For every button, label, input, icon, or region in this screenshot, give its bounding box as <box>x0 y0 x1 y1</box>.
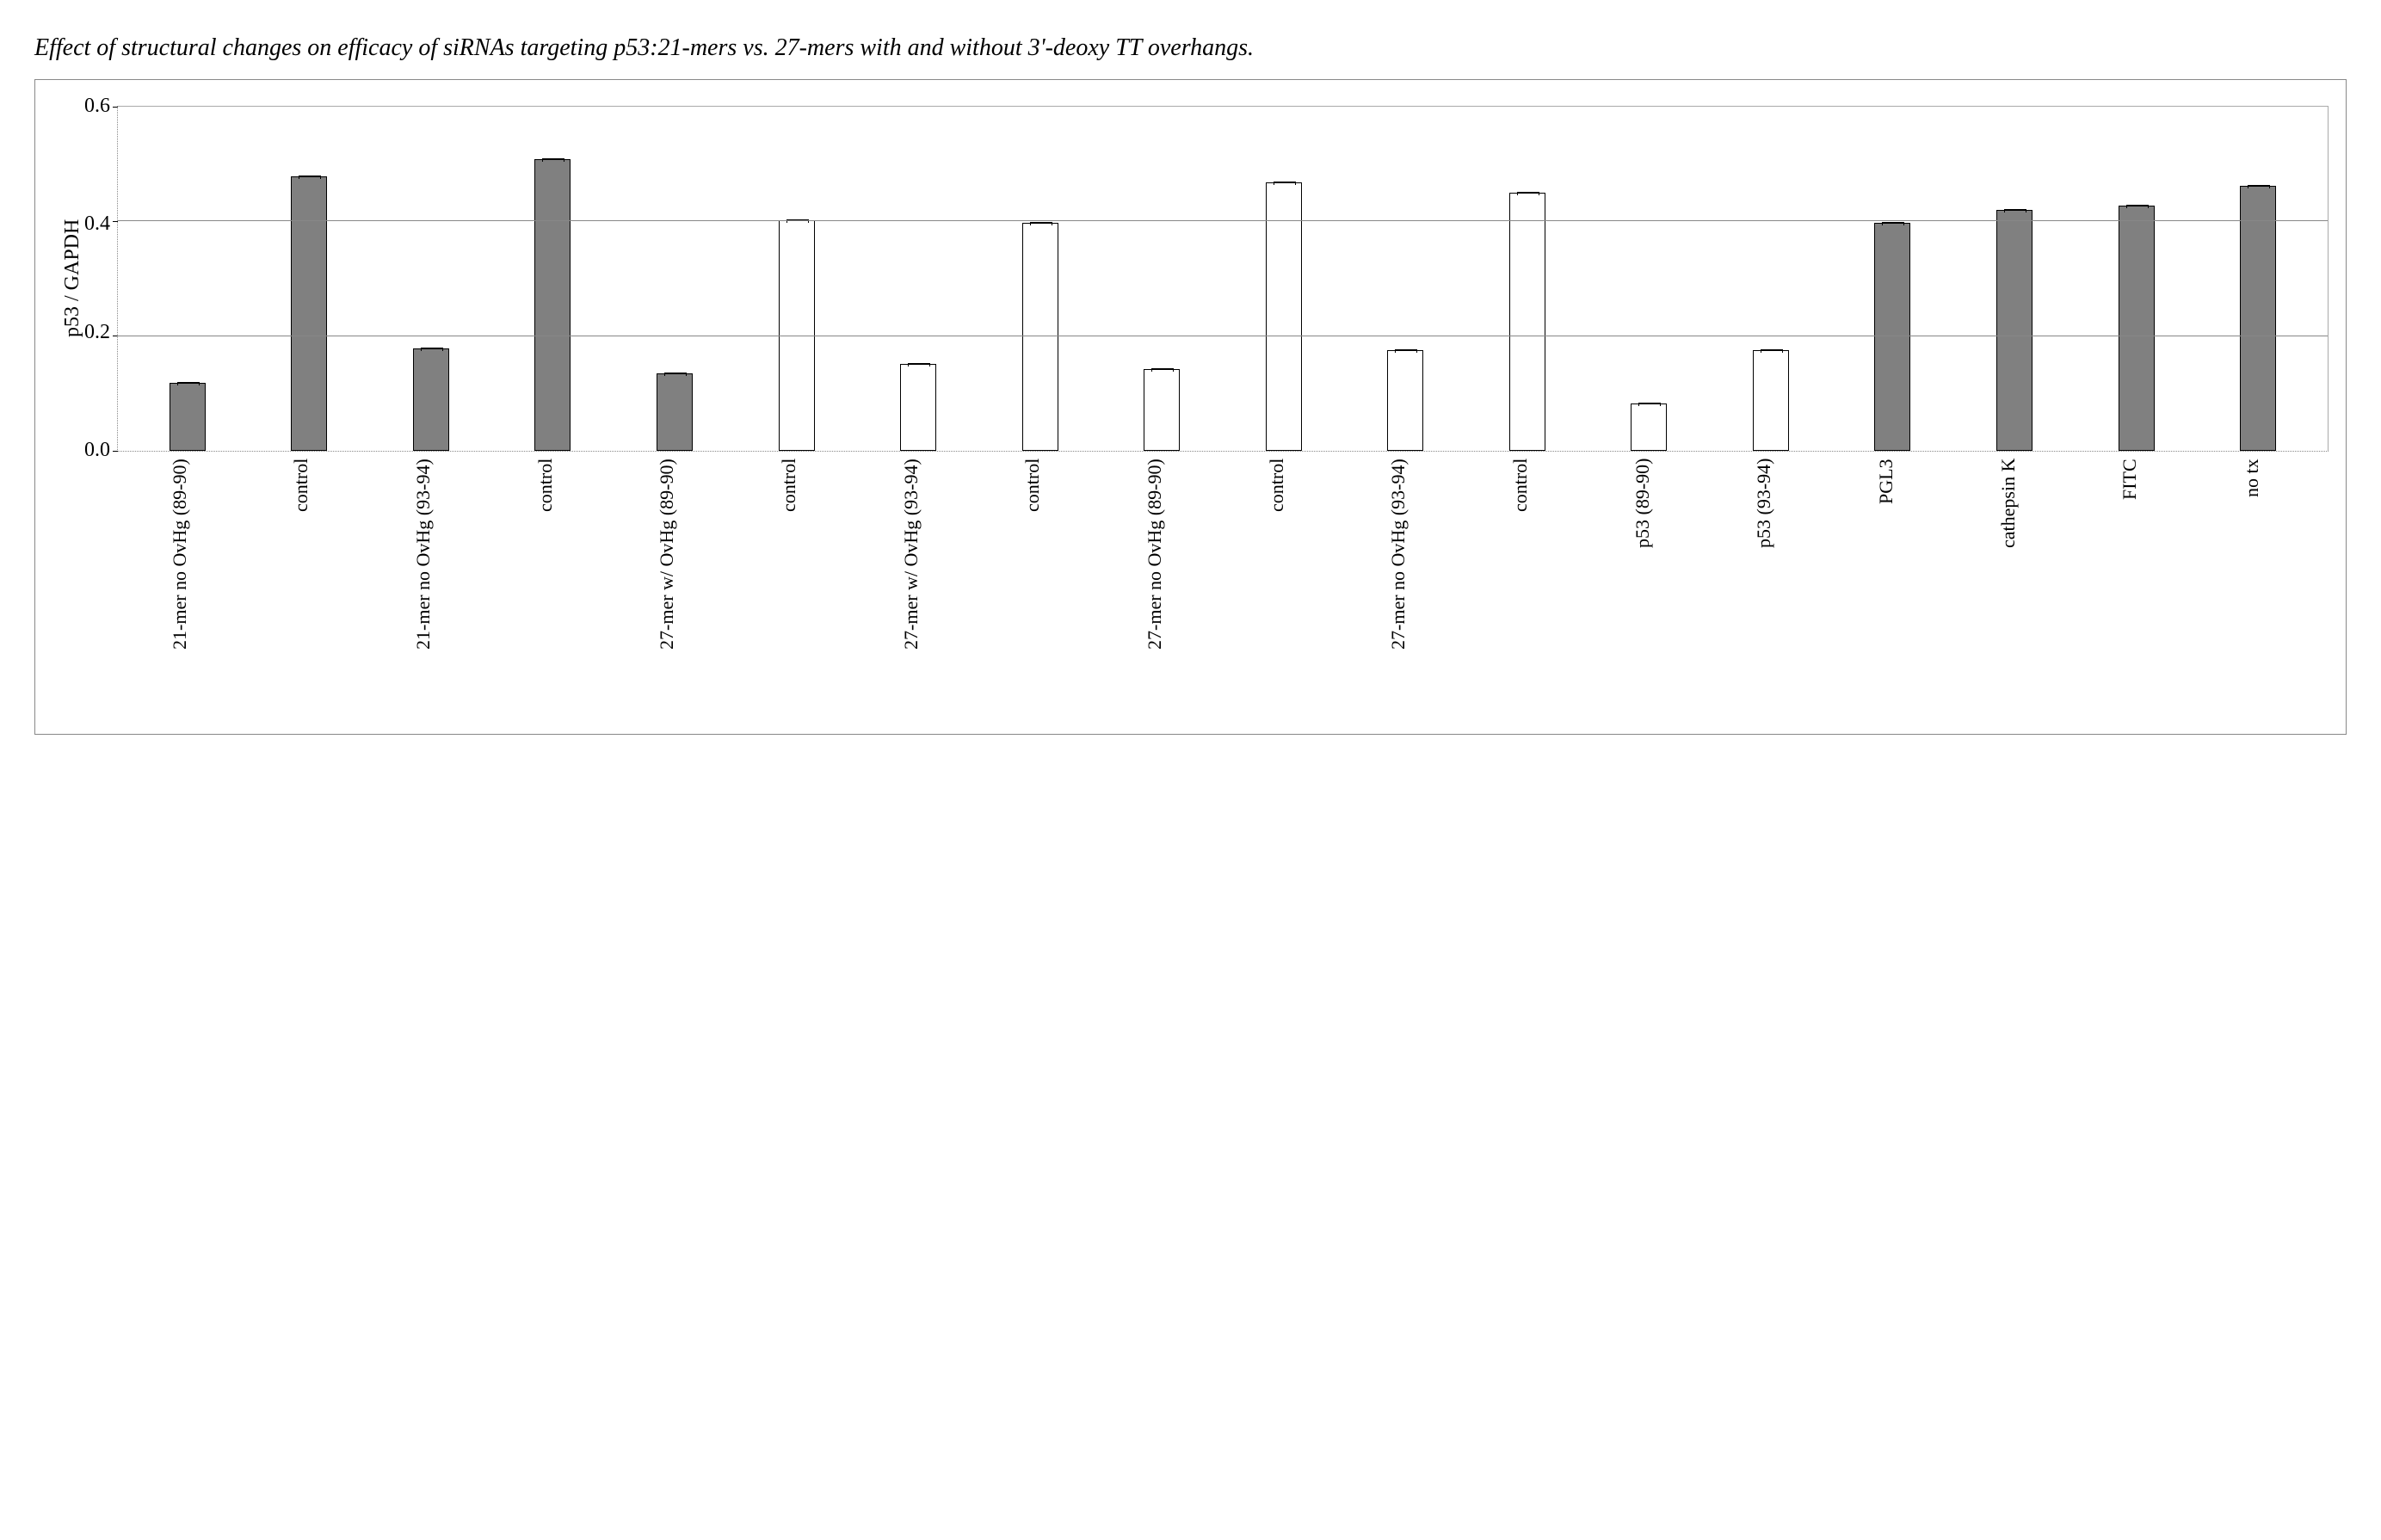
x-tick-label: control <box>290 459 326 717</box>
x-tick-label: control <box>778 459 814 717</box>
plot-area <box>117 106 2329 452</box>
x-tick-label: 27-mer w/ OvHg (93-94) <box>900 459 936 717</box>
x-tick-label: 27-mer no OvHg (93-94) <box>1387 459 1423 717</box>
bar <box>1509 193 1545 451</box>
x-tick-label: control <box>1021 459 1058 717</box>
bar <box>291 176 327 451</box>
x-tick-label: no tx <box>2241 459 2277 717</box>
bar <box>1631 403 1667 451</box>
y-tick-label: 0.4 <box>84 213 110 234</box>
error-cap <box>2004 209 2026 213</box>
chart-container: p53 / GAPDH 0.6 0.4 0.2 0.0 21-mer no OvHg … <box>34 79 2347 735</box>
bar <box>2119 206 2155 451</box>
gridline <box>118 220 2328 221</box>
error-cap <box>177 382 200 385</box>
x-axis-labels: 21-mer no OvHg (89-90) control 21-mer no O… <box>117 452 2329 717</box>
bar <box>1266 182 1302 451</box>
bar <box>2240 186 2276 451</box>
x-tick-label: PGL3 <box>1875 459 1911 717</box>
error-cap <box>2248 185 2270 188</box>
y-tick-label: 0.0 <box>84 440 110 460</box>
y-tick-label: 0.6 <box>84 95 110 116</box>
error-cap <box>421 348 443 351</box>
bar <box>534 159 571 451</box>
bar <box>1022 223 1058 451</box>
chart-body: p53 / GAPDH 0.60.40.20.0 21-mer no OvHg … <box>52 106 2329 717</box>
bar <box>1144 369 1180 451</box>
bar <box>657 373 693 451</box>
x-tick-label: FITC <box>2119 459 2155 717</box>
x-tick-label: 21-mer no OvHg (89-90) <box>169 459 205 717</box>
y-tick-mark <box>113 451 118 452</box>
error-cap <box>1761 349 1783 353</box>
x-tick-label: control <box>534 459 571 717</box>
bar <box>1874 223 1910 451</box>
bar <box>1387 350 1423 451</box>
error-cap <box>664 373 687 376</box>
error-cap <box>1151 368 1174 372</box>
x-tick-label: cathepsin K <box>1997 459 2033 717</box>
y-tick-mark <box>113 107 118 108</box>
error-cap <box>1395 349 1417 353</box>
x-tick-label: 27-mer w/ OvHg (89-90) <box>656 459 692 717</box>
error-cap <box>908 363 930 367</box>
x-tick-label: p53 (93-94) <box>1753 459 1789 717</box>
y-axis-label: p53 / GAPDH <box>52 106 84 450</box>
error-cap <box>1030 222 1052 225</box>
error-cap <box>542 158 564 162</box>
error-cap <box>1882 222 1904 225</box>
x-tick-label: p53 (89-90) <box>1632 459 1668 717</box>
error-cap <box>2126 205 2149 208</box>
x-tick-label: control <box>1266 459 1302 717</box>
error-cap <box>1274 182 1296 185</box>
error-cap <box>1517 192 1539 195</box>
x-tick-label: 27-mer no OvHg (89-90) <box>1144 459 1180 717</box>
y-tick-label: 0.2 <box>84 322 110 342</box>
plot: 21-mer no OvHg (89-90) control 21-mer no O… <box>117 106 2329 717</box>
x-tick-label: 21-mer no OvHg (93-94) <box>412 459 448 717</box>
x-tick-label: control <box>1509 459 1545 717</box>
bar <box>1996 210 2032 451</box>
chart-title: Effect of structural changes on efficacy… <box>34 34 2347 62</box>
bar <box>413 348 449 451</box>
bars-container <box>118 107 2328 451</box>
error-cap <box>1638 403 1661 406</box>
bar <box>1753 350 1789 451</box>
bar <box>170 383 206 451</box>
y-axis-ticks: 0.60.40.20.0 <box>84 106 117 450</box>
bar <box>900 364 936 451</box>
error-cap <box>299 176 321 179</box>
